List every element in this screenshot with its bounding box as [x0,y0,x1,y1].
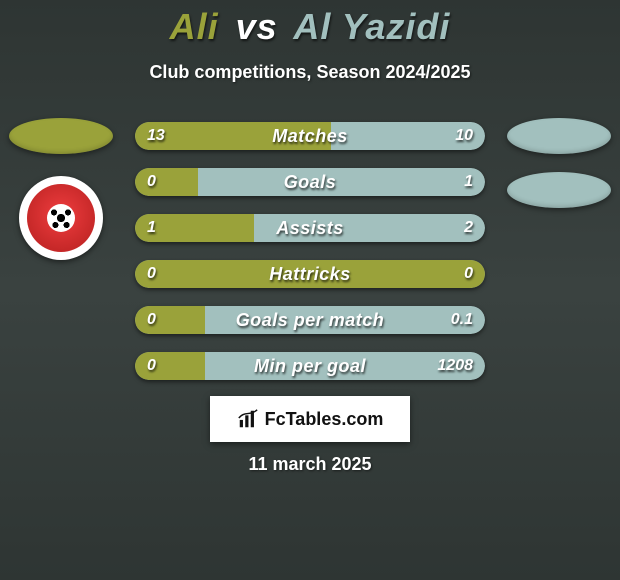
comparison-infographic: Ali vs Al Yazidi Club competitions, Seas… [0,0,620,580]
bar-label: Matches [135,122,485,150]
stat-bar: 01208Min per goal [135,352,485,380]
title-player2: Al Yazidi [293,6,450,47]
player2-oval-2 [507,172,611,208]
bar-label: Goals [135,168,485,196]
stat-bar: 00Hattricks [135,260,485,288]
bar-label: Hattricks [135,260,485,288]
stat-bar: 00.1Goals per match [135,306,485,334]
bar-label: Min per goal [135,352,485,380]
subtitle: Club competitions, Season 2024/2025 [0,62,620,83]
stat-bars: 1310Matches 01Goals 12Assists 00Hattricks 00… [135,122,485,380]
brand-badge: FcTables.com [210,396,410,442]
bar-label: Assists [135,214,485,242]
player1-oval [9,118,113,154]
title-vs: vs [236,6,278,47]
brand-text: FcTables.com [265,409,384,430]
stat-bar: 12Assists [135,214,485,242]
right-emblem-column [504,118,614,208]
stat-bar: 01Goals [135,168,485,196]
title-player1: Ali [170,6,219,47]
player2-oval-1 [507,118,611,154]
player1-club-badge [19,176,103,260]
stat-bar: 1310Matches [135,122,485,150]
soccer-ball-icon [47,204,75,232]
left-emblem-column [6,118,116,260]
date-text: 11 march 2025 [0,454,620,475]
bar-label: Goals per match [135,306,485,334]
page-title: Ali vs Al Yazidi [0,0,620,48]
bar-chart-icon [237,408,259,430]
club-badge-inner [27,184,95,252]
